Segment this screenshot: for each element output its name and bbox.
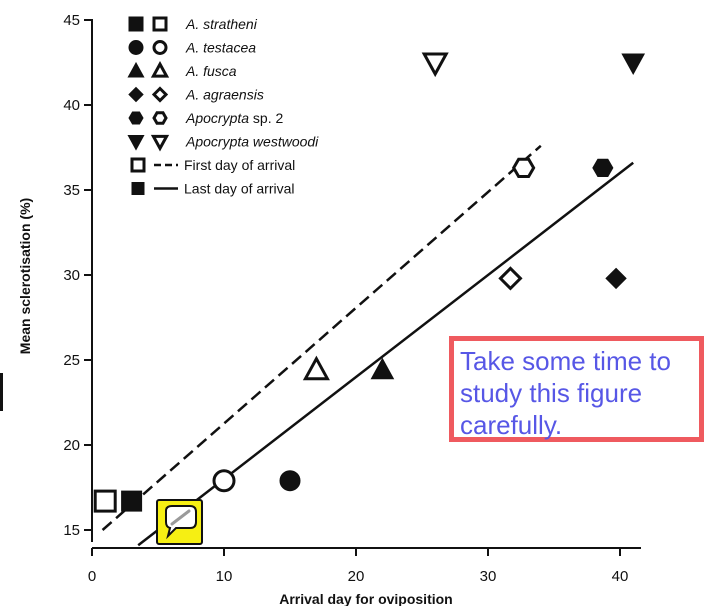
y-tick-label: 35 (63, 182, 80, 199)
legend-item-1-label: A. testacea (185, 40, 256, 56)
apocrypta-westwoodi-first-day-point (421, 52, 449, 78)
legend-item-1-open-marker (152, 40, 168, 55)
legend-item-4-label: Apocrypta sp. 2 (185, 110, 284, 126)
legend-item-2-open-marker (150, 60, 170, 78)
a-testacea-first-day-point (212, 469, 236, 493)
legend-item-6-label: First day of arrival (184, 157, 295, 173)
apocrypta-sp-2-first-day-point (511, 157, 536, 179)
a-agraensis-last-day-point (605, 267, 627, 290)
legend-item-0-open-marker (152, 16, 168, 32)
legend-item-5-open-marker (150, 134, 170, 152)
legend-item-0-filled-marker (128, 16, 144, 32)
a-agraensis-first-day-point (498, 266, 523, 291)
legend-item-1-filled-marker (128, 40, 144, 55)
callout-text: Take some time to study this figure care… (460, 346, 671, 440)
legend-item-2-filled-marker (127, 61, 145, 78)
legend-item-3-filled-marker (128, 86, 144, 103)
legend-item-4-filled-marker (128, 111, 144, 125)
apocrypta-westwoodi-last-day-point (621, 53, 646, 76)
apocrypta-sp-2-last-day-point (592, 158, 614, 178)
legend-item-0-label: A. stratheni (185, 16, 258, 32)
x-tick-label: 0 (88, 568, 96, 585)
legend-item-5-filled-marker (127, 135, 145, 151)
legend-item-6-marker (130, 157, 146, 173)
legend: A. stratheni A. testacea A. fusca A. agraen… (127, 16, 319, 197)
callout-box: Take some time to study this figure care… (449, 336, 704, 442)
comment-button[interactable] (156, 499, 203, 545)
legend-item-2-label: A. fusca (185, 63, 237, 79)
legend-item-7-marker (131, 182, 145, 195)
legend-item-4-open-marker (152, 111, 168, 125)
speech-bubble-icon (165, 505, 197, 540)
x-axis-title: Arrival day for oviposition (279, 591, 452, 606)
x-tick-label: 10 (216, 568, 233, 585)
x-tick-label: 40 (612, 568, 629, 585)
legend-item-3-label: A. agraensis (185, 87, 264, 103)
legend-item-7-label: Last day of arrival (184, 181, 295, 197)
edge-marker (0, 373, 3, 411)
y-tick-label: 30 (63, 267, 80, 284)
y-axis-title: Mean sclerotisation (%) (17, 198, 33, 354)
first-day-regression-line (101, 144, 542, 531)
a-testacea-last-day-point (279, 470, 301, 492)
x-tick-label: 30 (480, 568, 497, 585)
legend-item-3-open-marker (151, 86, 169, 103)
y-tick-label: 40 (63, 97, 80, 114)
a-fusca-first-day-point (302, 355, 330, 381)
a-stratheni-last-day-point (121, 490, 143, 512)
y-tick-label: 20 (63, 437, 80, 454)
a-fusca-last-day-point (370, 357, 395, 380)
y-tick-label: 15 (63, 522, 80, 539)
a-stratheni-first-day-point (93, 489, 117, 513)
axes: 15 20 25 30 35 40 45 0 10 20 30 40 (63, 12, 641, 585)
data-points (93, 52, 646, 513)
legend-item-5-label: Apocrypta westwoodi (185, 134, 319, 150)
y-tick-label: 25 (63, 352, 80, 369)
y-tick-label: 45 (63, 12, 80, 29)
x-tick-label: 20 (348, 568, 365, 585)
